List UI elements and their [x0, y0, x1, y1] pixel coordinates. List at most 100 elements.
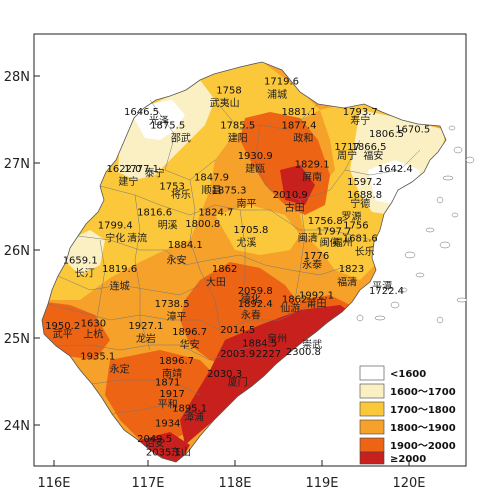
- station-value: 1824.7: [198, 208, 233, 219]
- county-border-12: [189, 179, 221, 331]
- city-label: 永春: [241, 308, 261, 321]
- city-label: 武夷山: [210, 97, 240, 110]
- station-value: 2003.9: [220, 349, 255, 360]
- station-value: 2014.5: [220, 325, 255, 336]
- station-value: 1793.7: [343, 107, 378, 118]
- legend-label-2: 1600～1700: [390, 387, 456, 398]
- station-value: 1884.5: [242, 338, 277, 349]
- island-11: [415, 272, 425, 278]
- x-tick-label-5: 120E: [392, 476, 425, 491]
- station-value: 1756.8: [308, 216, 343, 227]
- city-label: 泉州: [267, 332, 287, 345]
- station-value: 1892.4: [238, 299, 273, 310]
- city-label: 南平: [237, 197, 257, 210]
- legend: <1600 1600～1700 1700～1800 1800～1900 1900…: [359, 365, 456, 465]
- station-value: 1799.4: [98, 221, 133, 232]
- county-borders: [47, 99, 421, 416]
- station-value: 1622.0: [107, 164, 142, 175]
- island-16: [436, 316, 444, 324]
- city-label: 福州: [333, 236, 353, 249]
- legend-swatch-4: [359, 419, 385, 435]
- city-label: 永定: [110, 363, 130, 376]
- zone-1700-1800-mid: [215, 205, 300, 255]
- x-tick-label-4: 119E: [305, 476, 338, 491]
- city-label: 漳浦: [184, 410, 204, 423]
- island-13: [451, 212, 459, 218]
- station-value: 1659.1: [63, 256, 98, 267]
- station-value: 2059.8: [238, 286, 273, 297]
- county-border-14: [294, 199, 306, 301]
- station-value: 1847.9: [194, 173, 229, 184]
- y-tick-label-4: 25N: [4, 332, 30, 347]
- county-border-7: [57, 275, 201, 296]
- island-8: [390, 301, 400, 309]
- legend-swatch-5: [359, 437, 385, 453]
- city-label: 将乐: [171, 189, 191, 201]
- legend-label-6: ≥2000: [390, 454, 426, 465]
- station-value: 1777.1: [124, 164, 159, 175]
- city-label: 长乐: [355, 246, 375, 258]
- station-value: 1992.1: [299, 290, 334, 301]
- station-value: 1816.6: [137, 208, 172, 219]
- station-value: 1758: [216, 85, 241, 96]
- island-9: [374, 315, 386, 321]
- island-5: [425, 227, 435, 233]
- county-border-13: [134, 194, 151, 351]
- station-value: 1646.5: [124, 107, 159, 118]
- legend-swatch-1: [359, 365, 385, 381]
- station-value: 2010.9: [273, 190, 308, 201]
- station-value: 1738.5: [155, 299, 190, 310]
- city-label: 泰宁: [145, 166, 165, 179]
- x-tick-label-1: 116E: [37, 476, 70, 491]
- city-label: 连城: [110, 280, 130, 293]
- station-value: 1630: [81, 318, 106, 329]
- station-value: 1862: [212, 264, 237, 275]
- island-3: [442, 175, 454, 181]
- city-label: 古田: [285, 201, 305, 214]
- station-values: 1719.6 1758 1646.5 1875.5 1785.5 1881.1 1877.4…: [45, 77, 430, 459]
- city-label: 宁化: [105, 232, 125, 245]
- station-value: 1756: [343, 221, 368, 232]
- city-label: 龙岩: [136, 332, 156, 345]
- station-value: 1875.3: [212, 186, 247, 197]
- city-label: 厦门: [228, 376, 248, 389]
- coastal-islands: [356, 125, 475, 324]
- city-label: 武平: [53, 328, 73, 341]
- island-7: [400, 287, 408, 293]
- station-value: 1642.4: [378, 164, 413, 175]
- island-12: [439, 241, 451, 249]
- county-border-8: [47, 303, 311, 331]
- station-value: 1896.7: [172, 327, 207, 338]
- station-value: 2049.5: [137, 434, 172, 445]
- city-label: 屏南: [302, 171, 322, 184]
- station-value: 2030.3: [207, 369, 242, 380]
- city-label: 华安: [180, 338, 200, 351]
- city-label: 永泰: [302, 258, 322, 271]
- city-label: 宁德: [350, 197, 370, 210]
- station-value: 1717: [334, 142, 359, 153]
- x-tick-label-2: 117E: [131, 476, 164, 491]
- island-1: [448, 125, 456, 131]
- city-label: 上杭: [83, 328, 103, 341]
- station-value: 1829.1: [295, 160, 330, 171]
- legend-label-3: 1700～1800: [390, 405, 456, 416]
- station-value: 1823: [339, 264, 364, 275]
- county-border-1: [149, 99, 216, 181]
- county-border-11: [111, 404, 191, 416]
- station-value: 1688.8: [347, 190, 382, 201]
- city-label: 寿宁: [350, 114, 370, 127]
- station-value: 1797.7: [317, 227, 352, 238]
- city-label: 闽清: [298, 232, 318, 245]
- station-value: 1930.9: [238, 151, 273, 162]
- city-label: 平和: [158, 398, 178, 410]
- legend-label-5: 1900～2000: [390, 441, 456, 452]
- station-value: 1884.1: [168, 240, 203, 251]
- station-value: 1719.6: [264, 77, 299, 88]
- city-label: 周宁: [337, 149, 357, 162]
- city-label: 尤溪: [237, 236, 257, 249]
- y-tick-label-1: 28N: [4, 70, 30, 85]
- island-6: [404, 251, 416, 259]
- island-4: [436, 196, 444, 204]
- station-value: 1871: [155, 378, 180, 389]
